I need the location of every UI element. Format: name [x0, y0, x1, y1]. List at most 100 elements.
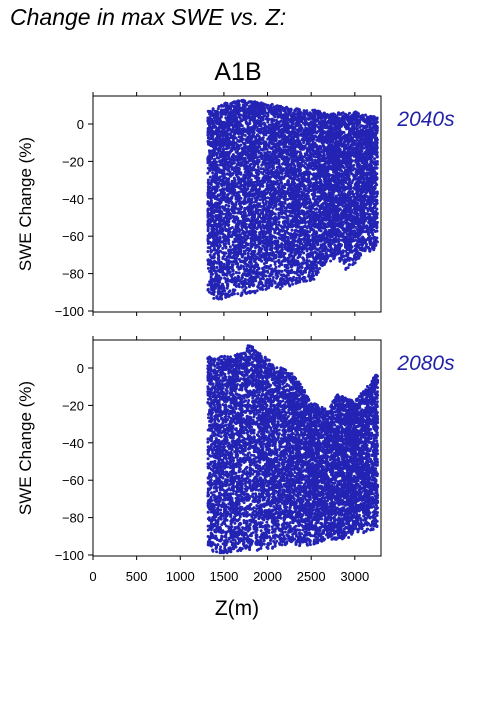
scatter-point [222, 128, 226, 132]
scatter-point [277, 162, 281, 166]
scatter-point [222, 147, 226, 151]
scatter-point [209, 183, 213, 187]
scatter-point [232, 176, 236, 180]
scatter-point [269, 264, 273, 267]
scatter-point [221, 212, 225, 216]
scatter-point [215, 173, 219, 177]
scatter-point [274, 256, 278, 260]
scatter-point [212, 293, 216, 296]
scatter-point [270, 244, 274, 248]
scatter-point [267, 286, 271, 290]
scatter-point [218, 235, 222, 239]
scatter-point [210, 282, 214, 285]
scatter-point [232, 161, 236, 165]
scatter-point [209, 127, 213, 131]
scatter-point [268, 117, 271, 121]
scatter-point [228, 245, 232, 249]
scatter-point [206, 209, 210, 213]
scatter-point [206, 178, 210, 182]
scatter-points [206, 98, 379, 301]
scatter-point [213, 227, 217, 231]
scatter-point [231, 272, 235, 276]
scatter-point [257, 172, 261, 176]
scatter-point [224, 251, 227, 255]
scatter-point [264, 140, 268, 144]
scatter-point [280, 263, 284, 267]
scatter-point [234, 115, 238, 119]
scatter-point [211, 215, 215, 219]
scatter-point [223, 289, 227, 293]
scatter-point [226, 224, 230, 228]
scatter-point [280, 208, 284, 212]
scatter-point [237, 147, 241, 151]
scatter-point [227, 238, 231, 242]
scatter-point [221, 227, 225, 231]
scatter-point [273, 260, 277, 264]
scatter-point [224, 258, 227, 261]
scatter-point [284, 194, 287, 198]
scatter-point [219, 276, 223, 280]
scatter-point [253, 249, 257, 253]
scatter-point [261, 288, 265, 291]
scatter-point [256, 168, 260, 172]
scatter-point [227, 208, 231, 212]
scatter-point [225, 101, 229, 105]
scatter-point [268, 175, 272, 179]
scatter-point [221, 178, 225, 182]
scatter-point [216, 182, 220, 186]
scatter-point [275, 248, 279, 251]
scatter-point [212, 238, 216, 242]
scatter-point [283, 236, 287, 240]
scatter-point [252, 203, 256, 207]
scatter-point [215, 153, 219, 157]
scatter-point [212, 243, 216, 247]
scatter-point [277, 214, 281, 217]
scatter-point [278, 147, 282, 151]
scatter-point [246, 243, 250, 247]
scatter-point [216, 247, 220, 250]
scatter-point [220, 210, 224, 214]
scatter-point [223, 191, 226, 195]
scatter-point [277, 184, 281, 188]
scatter-point [266, 112, 270, 116]
scatter-point [292, 247, 296, 251]
scatter-point [275, 168, 279, 172]
scatter-point [292, 278, 296, 282]
scatter-point [252, 128, 256, 131]
scatter-point [274, 223, 278, 227]
scatter-point [219, 260, 223, 264]
scatter-point [274, 265, 278, 269]
scatter-point [213, 157, 217, 161]
scatter-point [208, 159, 212, 162]
scatter-point [291, 282, 295, 286]
scatter-point [218, 223, 222, 227]
scatter-point [258, 208, 262, 212]
scatter-point [254, 279, 258, 283]
scatter-point [208, 186, 212, 189]
scatter-point [280, 243, 284, 247]
scatter-point [217, 255, 221, 259]
scatter-point [263, 114, 267, 118]
scatter-point [282, 215, 286, 219]
scatter-point [286, 266, 290, 270]
scatter-point [253, 225, 257, 229]
scatter-point [227, 220, 231, 224]
scatter-point [253, 241, 257, 245]
scatter-point [258, 187, 262, 191]
scatter-point [237, 190, 241, 194]
scatter-point [259, 151, 263, 155]
scatter-point [221, 292, 225, 296]
scatter-point [244, 286, 248, 290]
scatter-point [273, 115, 277, 119]
scatter-point [215, 295, 219, 299]
scatter-point [280, 200, 284, 204]
scatter-point [208, 123, 212, 127]
scatter-point [246, 236, 250, 240]
scatter-point [280, 181, 284, 185]
scatter-point [215, 266, 219, 270]
scatter-point [288, 284, 292, 288]
scatter-point [209, 201, 213, 205]
scatter-point [212, 122, 216, 126]
scatter-point [240, 124, 244, 128]
